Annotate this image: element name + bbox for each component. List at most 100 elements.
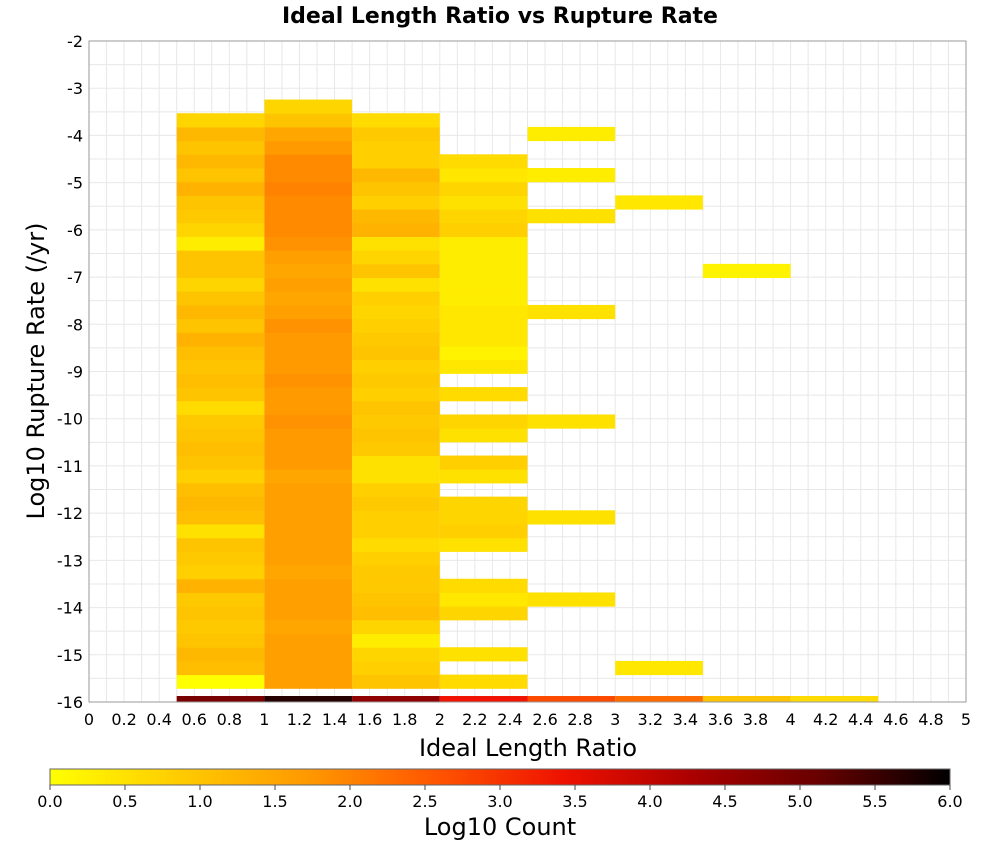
heatmap-cell [176, 537, 265, 552]
x-tick-label: 4.2 [813, 710, 838, 729]
heatmap-cell [352, 373, 440, 388]
heatmap-cell [527, 414, 616, 429]
heatmap-cell [176, 236, 265, 251]
x-tick-label: 3 [610, 710, 620, 729]
heatmap-cell [527, 126, 616, 142]
colorbar-tick-label: 4.5 [712, 792, 737, 811]
x-axis-label: Ideal Length Ratio [419, 734, 637, 762]
y-tick-label: -6 [67, 221, 83, 240]
heatmap-cell [176, 387, 265, 402]
heatmap-cell [264, 236, 353, 251]
heatmap-cell [264, 250, 353, 265]
colorbar-tick-label: 1.5 [262, 792, 287, 811]
colorbar-tick-label: 0.5 [112, 792, 137, 811]
x-tick-label: 1 [259, 710, 269, 729]
heatmap-cell [439, 318, 528, 333]
heatmap-cell [264, 222, 353, 237]
heatmap-cell [352, 304, 440, 320]
heatmap-cell [439, 510, 528, 525]
heatmap-cell [176, 592, 265, 607]
heatmap-cell-bottom [790, 696, 879, 702]
heatmap-cell [264, 619, 353, 635]
heatmap-cell [176, 250, 265, 265]
heatmap-cell [352, 332, 440, 347]
y-tick-label: -4 [67, 126, 83, 145]
heatmap-cell [176, 647, 265, 662]
heatmap-cell [176, 455, 265, 470]
heatmap-cell-bottom [615, 696, 703, 702]
heatmap-cell [439, 168, 528, 183]
heatmap-cell [439, 537, 528, 552]
x-tick-label: 3.6 [708, 710, 733, 729]
heatmap-cell [264, 578, 353, 593]
heatmap-cell [615, 195, 703, 210]
colorbar-tick-label: 0.0 [37, 792, 62, 811]
colorbar-tick-label: 5.5 [862, 792, 887, 811]
x-tick-label: 0.4 [146, 710, 171, 729]
heatmap-cell [439, 291, 528, 306]
heatmap-cell [439, 414, 528, 429]
heatmap-cell [352, 236, 440, 251]
colorbar-tick-label: 6.0 [937, 792, 962, 811]
heatmap-cell [264, 99, 353, 114]
colorbar [49, 768, 951, 786]
heatmap-cell [264, 140, 353, 155]
heatmap-cell [439, 428, 528, 443]
heatmap-cell [352, 387, 440, 402]
heatmap-cell [176, 168, 265, 183]
heatmap-cell [176, 441, 265, 457]
heatmap-cell [439, 455, 528, 470]
heatmap-cell [352, 263, 440, 279]
x-tick-label: 0.2 [111, 710, 136, 729]
heatmap-cell [352, 674, 440, 689]
y-tick-label: -14 [57, 599, 83, 618]
heatmap-cell [264, 113, 353, 128]
y-tick-label: -12 [57, 504, 83, 523]
heatmap-cell [176, 181, 265, 196]
heatmap-cell [439, 250, 528, 265]
heatmap-cell [176, 551, 265, 566]
heatmap-cell [352, 277, 440, 292]
heatmap-cell [264, 277, 353, 292]
heatmap-cell-bottom [527, 696, 616, 702]
heatmap-cell [264, 414, 353, 429]
heatmap-cell [176, 565, 265, 580]
x-tick-label: 2.8 [567, 710, 592, 729]
heatmap-cell-bottom [264, 696, 353, 702]
heatmap-cell [352, 250, 440, 265]
heatmap-cell [439, 387, 528, 402]
colorbar-tick-label: 2.0 [337, 792, 362, 811]
heatmap-cell [264, 592, 353, 607]
heatmap-cell [264, 291, 353, 306]
heatmap-cell [264, 304, 353, 320]
y-tick-label: -15 [57, 646, 83, 665]
heatmap-cell [352, 441, 440, 457]
heatmap-cell [264, 510, 353, 525]
heatmap-cell [439, 209, 528, 224]
heatmap-cell [264, 565, 353, 580]
heatmap-cell [176, 222, 265, 237]
x-tick-label: 2.4 [497, 710, 522, 729]
heatmap-cell [264, 633, 353, 648]
heatmap-cell [264, 524, 353, 539]
heatmap-cell [439, 346, 528, 361]
heatmap-cell [352, 346, 440, 361]
heatmap-cell [527, 168, 616, 183]
heatmap-cell [264, 126, 353, 142]
heatmap-cell [264, 428, 353, 443]
heatmap-cell [439, 647, 528, 662]
x-tick-label: 1.6 [357, 710, 382, 729]
colorbar-tick-label: 3.0 [487, 792, 512, 811]
x-tick-label: 1.2 [287, 710, 312, 729]
heatmap-cell-bottom [702, 696, 791, 702]
x-tick-label: 3.8 [743, 710, 768, 729]
heatmap-cell [527, 209, 616, 224]
heatmap-cell [264, 387, 353, 402]
x-tick-label: 2.2 [462, 710, 487, 729]
heatmap-cell [439, 236, 528, 251]
heatmap-cell [264, 441, 353, 457]
heatmap-cell [264, 181, 353, 196]
x-tick-label: 3.4 [673, 710, 698, 729]
heatmap-cell [352, 209, 440, 224]
y-tick-label: -10 [57, 410, 83, 429]
